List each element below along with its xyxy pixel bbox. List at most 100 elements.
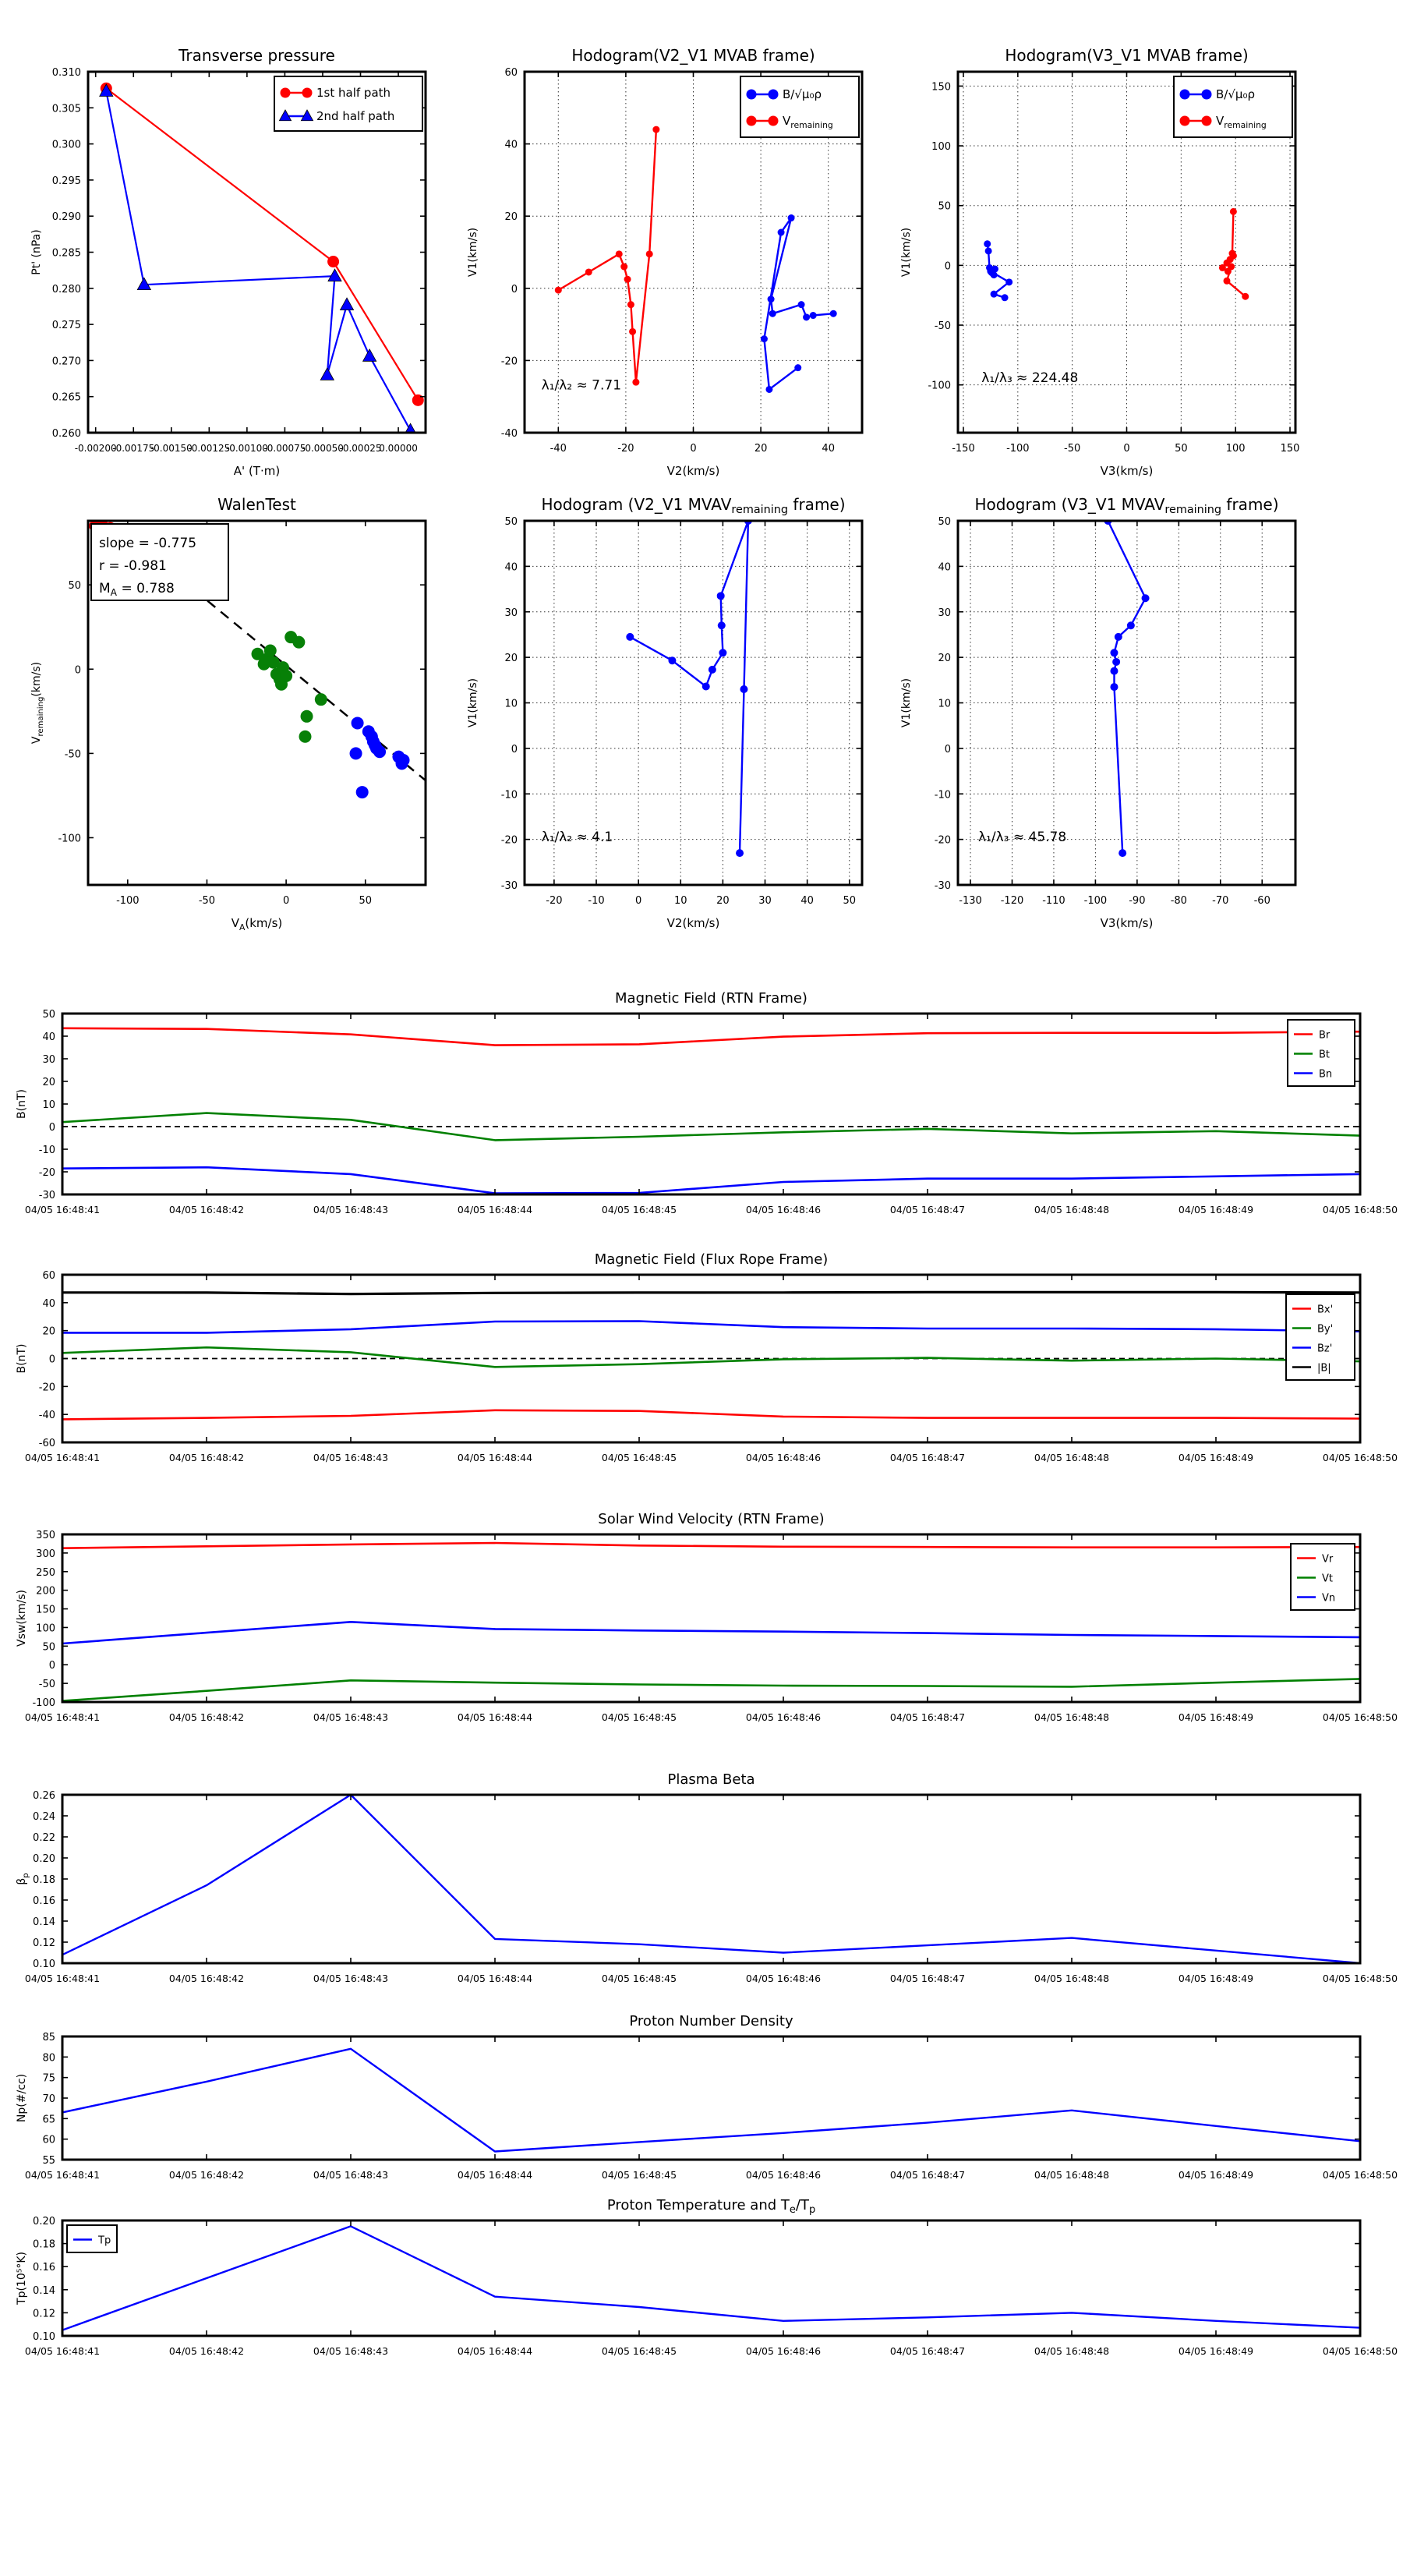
hodogram-v3v1-mvab-legend-label: Vremaining — [1216, 114, 1267, 130]
transverse-pressure-ytick: 0.285 — [52, 248, 81, 260]
hodogram-v3v1-mvab-xtick: 0 — [1123, 443, 1129, 455]
proton-temperature-ytick: 0.10 — [33, 2331, 55, 2343]
plasma-beta-ylabel: βp — [16, 1873, 30, 1884]
solar-wind-velocity-series-Vr — [62, 1541, 1360, 1549]
magnetic-field-rtn-xtick: 04/05 16:48:43 — [313, 1204, 388, 1215]
hodogram-v3v1-mvab-legend-label: B/√μ₀ρ — [1216, 87, 1255, 101]
hodogram-v2v1-mvab-annotation: λ₁/λ₂ ≈ 7.71 — [542, 377, 621, 393]
transverse-pressure-ytick: 0.275 — [52, 320, 81, 331]
plasma-beta-xtick: 04/05 16:48:43 — [313, 1973, 388, 1984]
hodogram-v2v1-mvab-legend: B/√μ₀ρ Vremaining — [740, 76, 860, 138]
hodogram-v2v1-mvab-xtick: -20 — [617, 443, 634, 455]
proton-temperature-legend-label: Tp — [97, 2235, 111, 2247]
proton-number-density-ytick: 80 — [42, 2052, 55, 2064]
panel-walen-test: -100 -50 0 50 -100 -50 0 50 WalenTest VA(km/s) Vre… — [30, 495, 427, 932]
magnetic-field-flux-rope-series-Bz' — [62, 1320, 1360, 1334]
solar-wind-velocity-xtick: 04/05 16:48:44 — [458, 1711, 532, 1723]
hodogram-v3v1-mvab-xtick: 50 — [1175, 443, 1188, 455]
hodogram-v2v1-mvav-ytick: 10 — [504, 699, 518, 710]
hodogram-v2v1-mvab-legend-label: Vremaining — [783, 114, 833, 130]
walen-test-xtick: 0 — [283, 895, 289, 907]
plasma-beta-ytick: 0.26 — [33, 1790, 55, 1802]
solar-wind-velocity-series-Vt — [62, 1678, 1360, 1702]
proton-number-density-xtick: 04/05 16:48:49 — [1179, 2169, 1253, 2181]
proton-number-density-frame — [61, 2035, 1362, 2161]
hodogram-v2v1-mvab-ytick: -40 — [501, 428, 518, 440]
transverse-pressure-ytick: 0.270 — [52, 356, 81, 367]
hodogram-v2v1-mvav-ytick: 50 — [504, 516, 518, 528]
solar-wind-velocity-xtick: 04/05 16:48:45 — [602, 1711, 677, 1723]
panel-solar-wind-velocity: 04/05 16:48:41 04/05 16:48:42 04/05 16:48:… — [16, 1511, 1398, 1723]
magnetic-field-rtn-ytick: 10 — [42, 1099, 55, 1111]
hodogram-v3v1-mvab-annotation: λ₁/λ₃ ≈ 224.48 — [981, 370, 1078, 386]
hodogram-v3v1-mvab-ytick: 150 — [931, 81, 951, 93]
proton-number-density-xtick: 04/05 16:48:46 — [746, 2169, 821, 2181]
hodogram-v2v1-mvab-xtick: 40 — [822, 443, 835, 455]
proton-temperature-xtick: 04/05 16:48:45 — [602, 2345, 677, 2357]
proton-number-density-xtick: 04/05 16:48:45 — [602, 2169, 677, 2181]
hodogram-v3v1-mvav-xtick: -110 — [1042, 895, 1066, 907]
proton-temperature-xtick: 04/05 16:48:43 — [313, 2345, 388, 2357]
hodogram-v3v1-mvav-xtick: -80 — [1171, 895, 1187, 907]
transverse-pressure-legend-label: 2nd half path — [316, 109, 394, 123]
magnetic-field-rtn-xtick: 04/05 16:48:42 — [169, 1204, 244, 1215]
transverse-pressure-legend-label: 1st half path — [316, 86, 391, 100]
magnetic-field-flux-rope-ytick: 0 — [49, 1354, 55, 1366]
plasma-beta-xtick: 04/05 16:48:46 — [746, 1973, 821, 1984]
plasma-beta-xtick: 04/05 16:48:44 — [458, 1973, 532, 1984]
magnetic-field-rtn-ylabel: B(nT) — [16, 1089, 28, 1119]
proton-number-density-xtick: 04/05 16:48:42 — [169, 2169, 244, 2181]
magnetic-field-flux-rope-series-|B| — [62, 1290, 1360, 1296]
proton-temperature-xtick: 04/05 16:48:46 — [746, 2345, 821, 2357]
magnetic-field-rtn-xtick: 04/05 16:48:48 — [1034, 1204, 1109, 1215]
magnetic-field-flux-rope-xtick: 04/05 16:48:50 — [1323, 1452, 1398, 1463]
panel-transverse-pressure: -0.00200-0.00175-0.00150-0.00125-0.00100… — [30, 46, 427, 478]
proton-number-density-ytick: 75 — [42, 2073, 55, 2085]
magnetic-field-flux-rope-series-By' — [62, 1346, 1360, 1368]
hodogram-v3v1-mvav-xtick: -130 — [959, 895, 982, 907]
magnetic-field-rtn-xtick: 04/05 16:48:49 — [1179, 1204, 1253, 1215]
solar-wind-velocity-xtick: 04/05 16:48:43 — [313, 1711, 388, 1723]
plasma-beta-ytick: 0.20 — [33, 1853, 55, 1865]
magnetic-field-flux-rope-xtick: 04/05 16:48:48 — [1034, 1452, 1109, 1463]
solar-wind-velocity-ytick: 50 — [42, 1641, 55, 1653]
hodogram-v3v1-mvav-ytick: -10 — [935, 789, 951, 801]
proton-number-density-title: Proton Number Density — [629, 2013, 793, 2029]
hodogram-v3v1-mvab-title: Hodogram(V3_V1 MVAB frame) — [1005, 46, 1248, 65]
hodogram-v3v1-mvav-xtick: -60 — [1254, 895, 1270, 907]
transverse-pressure-xtick: -0.00150 — [150, 443, 193, 454]
hodogram-v3v1-mvav-xtick: -90 — [1129, 895, 1145, 907]
transverse-pressure-ylabel: Pt' (nPa) — [30, 229, 43, 274]
hodogram-v3v1-mvav-ytick: 50 — [938, 516, 951, 528]
proton-number-density-ytick: 60 — [42, 2135, 55, 2146]
panel-magnetic-field-rtn: 04/05 16:48:41 04/05 16:48:42 04/05 16:48:… — [16, 990, 1398, 1215]
panel-hodogram-v2v1-mvab: -40 -20 0 20 40 -40 -20 0 20 40 60 Hodogram(V2_V1 M… — [467, 46, 864, 478]
hodogram-v3v1-mvav-ytick: 20 — [938, 653, 951, 664]
solar-wind-velocity-ytick: -100 — [32, 1697, 55, 1709]
transverse-pressure-ytick: 0.290 — [52, 211, 81, 223]
magnetic-field-rtn-series-Bn — [62, 1166, 1360, 1194]
proton-temperature-xtick: 04/05 16:48:50 — [1323, 2345, 1398, 2357]
hodogram-v3v1-mvab-xtick: -150 — [952, 443, 975, 455]
plasma-beta-xtick: 04/05 16:48:45 — [602, 1973, 677, 1984]
solar-wind-velocity-ytick: 100 — [36, 1622, 55, 1634]
walen-test-title: WalenTest — [217, 495, 296, 514]
magnetic-field-rtn-ytick: 30 — [42, 1054, 55, 1066]
magnetic-field-rtn-legend-label: Bn — [1319, 1069, 1332, 1081]
hodogram-v3v1-mvav-xtick: -120 — [1001, 895, 1024, 907]
magnetic-field-flux-rope-ylabel: B(nT) — [16, 1344, 28, 1374]
magnetic-field-flux-rope-ytick: -40 — [39, 1410, 55, 1421]
hodogram-v2v1-mvab-xlabel: V2(km/s) — [667, 464, 720, 478]
solar-wind-velocity-xtick: 04/05 16:48:49 — [1179, 1711, 1253, 1723]
transverse-pressure-ytick: 0.265 — [52, 392, 81, 404]
proton-number-density-xtick: 04/05 16:48:50 — [1323, 2169, 1398, 2181]
transverse-pressure-ytick: 0.260 — [52, 428, 81, 440]
hodogram-v3v1-mvab-ylabel: V1(km/s) — [900, 228, 913, 277]
hodogram-v2v1-mvav-xlabel: V2(km/s) — [667, 916, 720, 930]
plasma-beta-xtick: 04/05 16:48:48 — [1034, 1973, 1109, 1984]
magnetic-field-rtn-xtick: 04/05 16:48:46 — [746, 1204, 821, 1215]
transverse-pressure-ytick: 0.280 — [52, 284, 81, 295]
hodogram-v3v1-mvab-xtick: 100 — [1226, 443, 1246, 455]
hodogram-v2v1-mvav-ytick: 40 — [504, 561, 518, 573]
